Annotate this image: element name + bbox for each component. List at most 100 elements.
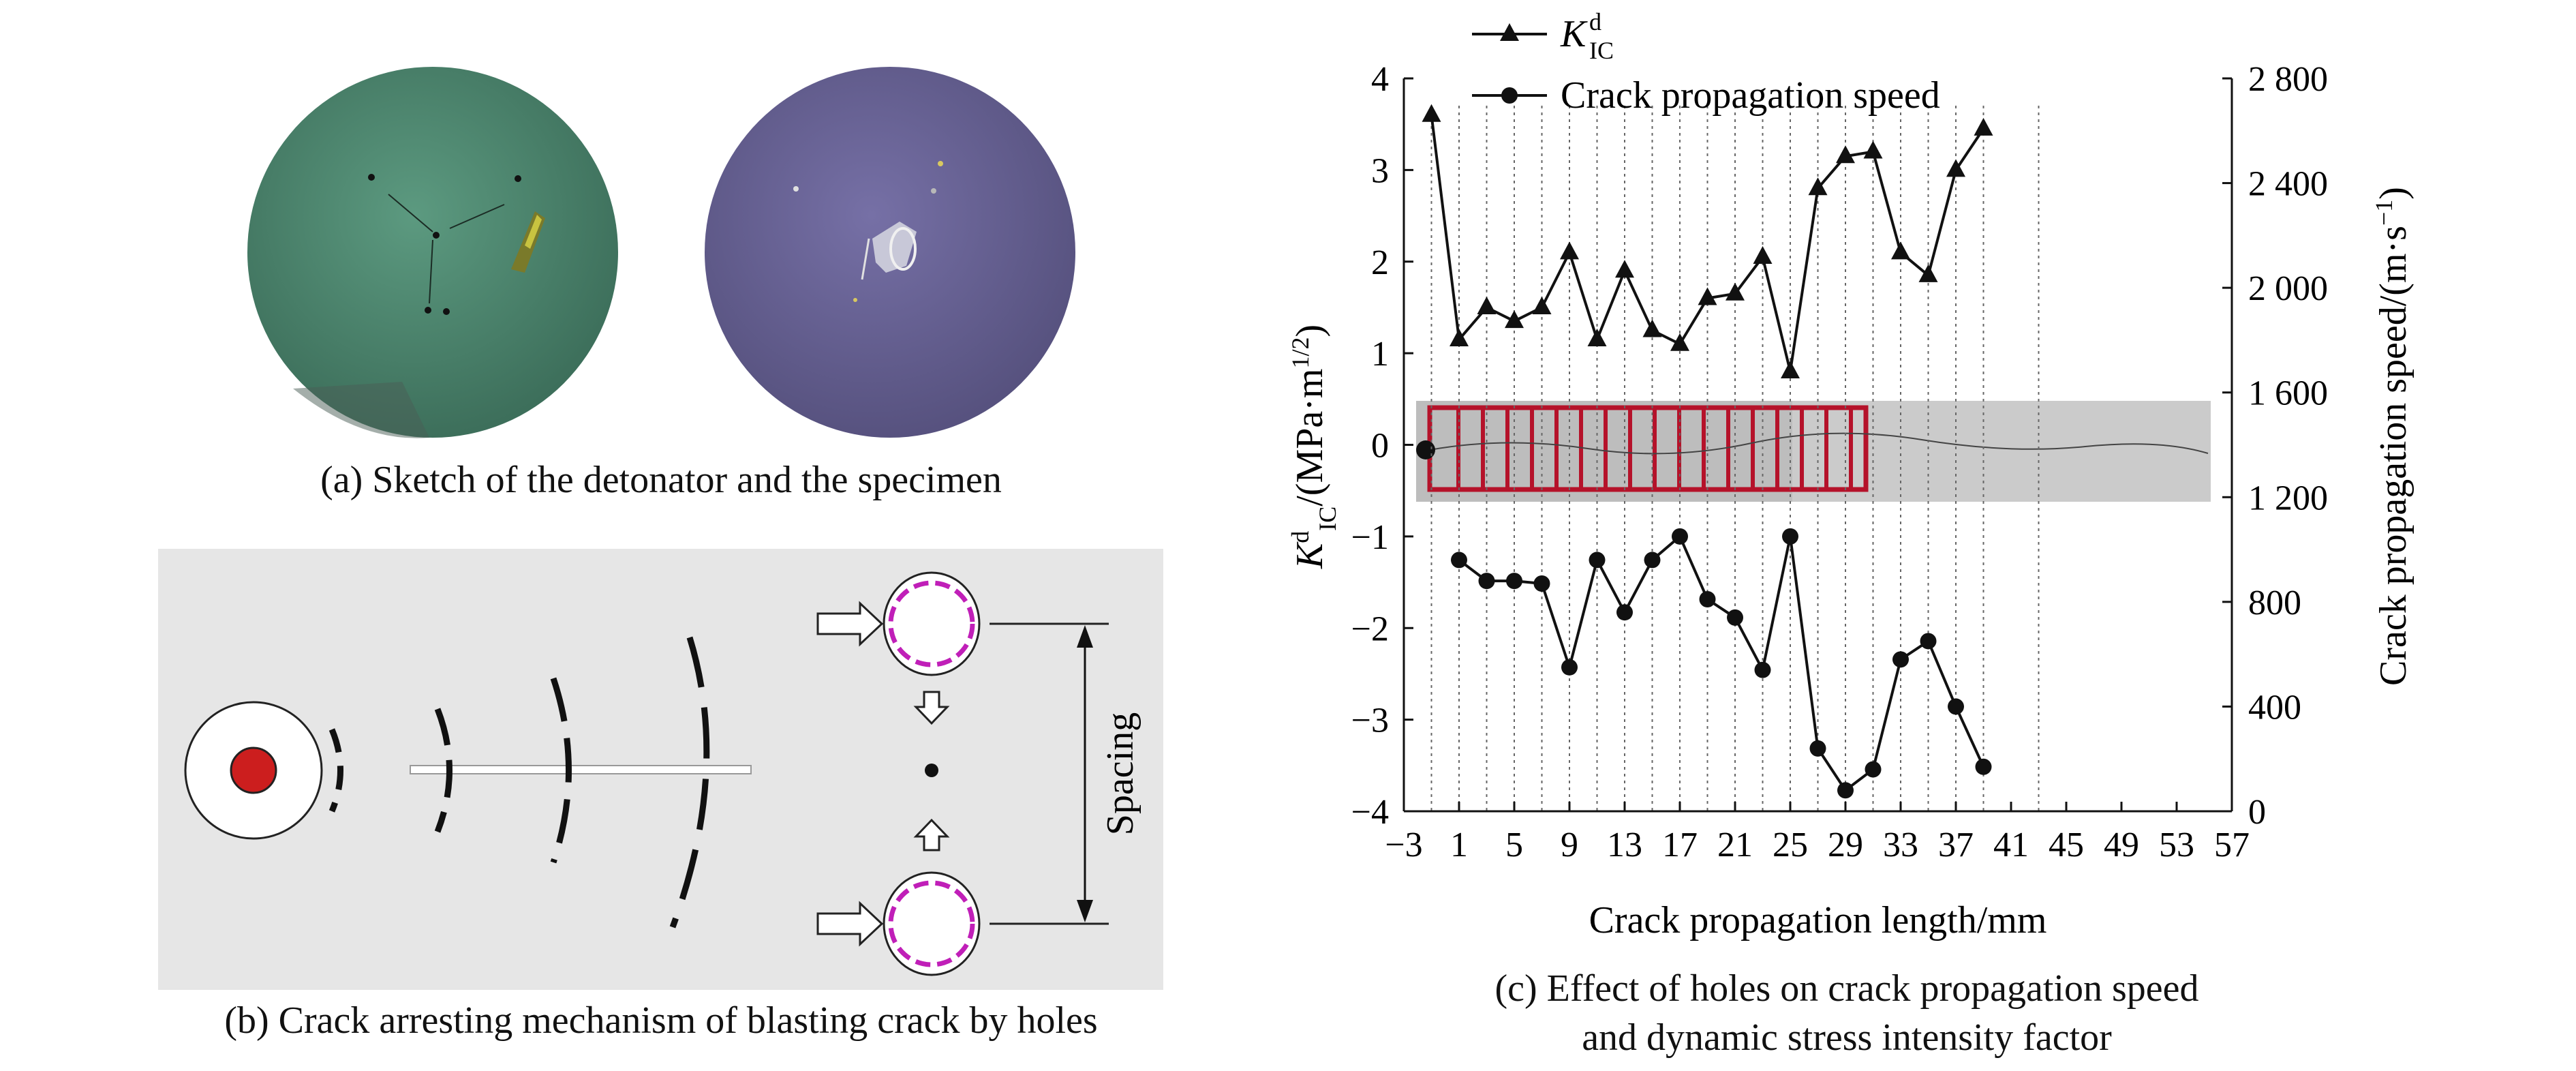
circle-point xyxy=(1920,633,1937,650)
right-tick-label: 0 xyxy=(2248,793,2266,832)
left-tick-label: 2 xyxy=(1371,243,1389,282)
legend-speed-label: Crack propagation speed xyxy=(1561,74,1940,117)
circle-point xyxy=(1644,552,1661,569)
right-tick-label: 2 000 xyxy=(2248,269,2328,308)
x-tick-label: 25 xyxy=(1773,826,1808,864)
left-y-label: KdIC/(MPa·m1/2) xyxy=(1287,325,1341,569)
x-tick-label: 49 xyxy=(2104,826,2139,864)
triangle-point xyxy=(1587,328,1607,346)
circle-point xyxy=(1754,661,1771,678)
series-layer xyxy=(1422,104,1993,799)
panel-b-caption: (b) Crack arresting mechanism of blastin… xyxy=(224,999,1098,1042)
right-tick-label: 2 800 xyxy=(2248,60,2328,99)
x-tick-label: 33 xyxy=(1883,826,1918,864)
circle-point xyxy=(1699,591,1716,608)
top-hole xyxy=(883,571,981,676)
circle-point xyxy=(1727,609,1743,626)
right-tick-label: 800 xyxy=(2248,584,2301,622)
circle-point xyxy=(1533,575,1550,592)
circle-point xyxy=(1589,552,1606,569)
x-tick-label: 9 xyxy=(1561,826,1578,864)
vertical-dashed-lines xyxy=(1430,106,2040,811)
circle-point xyxy=(1975,758,1992,775)
purple-specimen-photo xyxy=(705,67,1075,438)
legend-triangle-marker xyxy=(1500,23,1519,41)
panel-c-caption-line2: and dynamic stress intensity factor xyxy=(1582,1016,2112,1059)
triangle-point xyxy=(1918,264,1938,282)
panel-c-caption-line1: (c) Effect of holes on crack propagation… xyxy=(1494,967,2199,1010)
green-specimen-photo xyxy=(247,67,618,438)
panel-b: Spacing xyxy=(158,549,1163,990)
circle-point xyxy=(1478,573,1495,590)
triangle-point xyxy=(1808,177,1828,196)
right-y-label-text: Crack propagation speed/(m·s−1) xyxy=(2370,187,2414,686)
circle-point xyxy=(1782,528,1798,545)
circle-point xyxy=(1865,761,1882,778)
pressure-arrows xyxy=(816,601,950,947)
crack-line xyxy=(410,765,752,774)
center-dot xyxy=(925,764,938,777)
triangle-point xyxy=(1781,361,1800,378)
triangle-point xyxy=(1477,296,1497,314)
panel-a-caption: (a) Sketch of the detonator and the spec… xyxy=(320,459,1002,501)
left-tick-label: −1 xyxy=(1351,518,1389,557)
x-tick-label: 17 xyxy=(1662,826,1698,864)
x-tick-label: 41 xyxy=(1993,826,2029,864)
triangle-point xyxy=(1670,333,1689,351)
circle-point xyxy=(1616,604,1633,621)
triangle-point xyxy=(1450,328,1469,346)
triangle-point xyxy=(1560,241,1579,260)
circle-point xyxy=(1837,782,1854,799)
circle-point xyxy=(1451,552,1467,569)
left-tick-label: 3 xyxy=(1371,151,1389,190)
legend-circle-marker xyxy=(1501,87,1518,104)
legend-k-label: K xyxy=(1560,13,1588,55)
x-tick-label: 57 xyxy=(2214,826,2250,864)
series-line xyxy=(1458,534,1985,793)
triangle-point xyxy=(1946,159,1965,177)
x-tick-label: 21 xyxy=(1717,826,1753,864)
triangle-point xyxy=(1891,241,1910,260)
legend-k-sub: IC xyxy=(1589,37,1614,64)
specimen-photos xyxy=(247,67,1075,438)
triangle-point xyxy=(1863,140,1883,159)
x-tick-label: 5 xyxy=(1505,826,1523,864)
blast-hole xyxy=(184,701,323,840)
right-tick-label: 1 600 xyxy=(2248,374,2328,413)
circle-point xyxy=(1809,740,1826,757)
circle-point xyxy=(1561,659,1578,676)
x-tick-label: −3 xyxy=(1385,826,1422,864)
left-y-label-text: KdIC/(MPa·m1/2) xyxy=(1287,325,1341,569)
legend-k-sup: d xyxy=(1589,8,1601,35)
triangle-point xyxy=(1726,282,1745,301)
circle-point xyxy=(1506,573,1522,590)
triangle-point xyxy=(1532,296,1552,314)
x-tick-label: 45 xyxy=(2049,826,2084,864)
right-tick-label: 400 xyxy=(2248,688,2301,727)
specimen-strip xyxy=(1416,401,2211,502)
panel-a xyxy=(225,61,1097,443)
triangle-point xyxy=(1753,246,1773,265)
triangle-point xyxy=(1505,310,1524,329)
chart-c: −3 1 5 9 13 17 21 25 29 33 37 41 45 49 53 57−4−3−2−1012… xyxy=(1287,8,2414,941)
triangle-point xyxy=(1422,104,1441,122)
right-tick-label: 2 400 xyxy=(2248,165,2328,204)
bottom-hole xyxy=(883,871,981,976)
circle-point xyxy=(1948,698,1964,715)
left-tick-label: 0 xyxy=(1371,427,1389,466)
triangle-point xyxy=(1698,287,1717,305)
axis-labels: Crack propagation length/mm KdIC/(MPa·m1/… xyxy=(1287,187,2414,941)
left-tick-label: 4 xyxy=(1371,60,1389,99)
left-tick-label: −4 xyxy=(1351,793,1389,832)
stress-waves xyxy=(328,636,710,929)
triangle-point xyxy=(1836,145,1855,164)
right-y-label: Crack propagation speed/(m·s−1) xyxy=(2370,187,2414,686)
axes: −3 1 5 9 13 17 21 25 29 33 37 41 45 49 53 57−4−3−2−1012… xyxy=(1351,60,2328,864)
left-tick-label: −3 xyxy=(1351,702,1389,740)
left-tick-label: 1 xyxy=(1371,335,1389,374)
x-tick-label: 13 xyxy=(1607,826,1642,864)
left-tick-label: −2 xyxy=(1351,609,1389,648)
triangle-point xyxy=(1642,319,1662,337)
x-tick-label: 1 xyxy=(1450,826,1468,864)
